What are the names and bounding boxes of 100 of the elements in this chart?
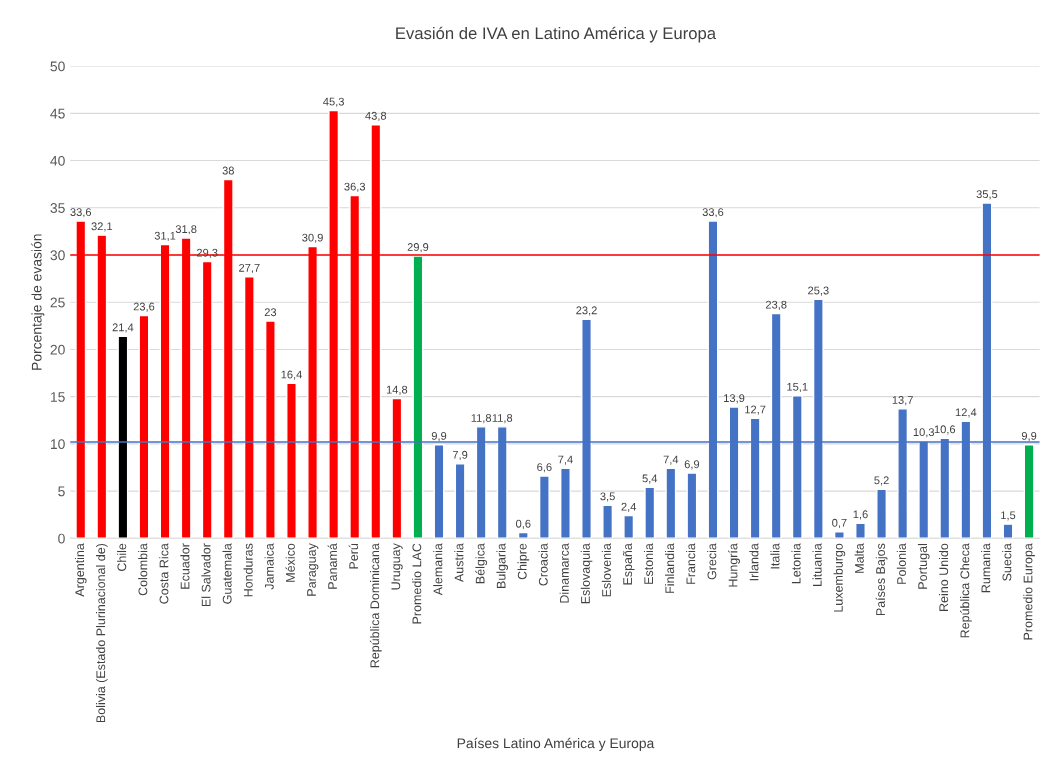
- x-tick-label: Argentina: [74, 543, 87, 597]
- x-tick-label: Alemania: [433, 543, 443, 596]
- data-label: 10,3: [913, 428, 935, 438]
- chart-title: Evasión de IVA en Latino América y Europa: [396, 26, 717, 43]
- y-tick-label: 35: [50, 203, 65, 213]
- data-label: 29,9: [407, 243, 429, 253]
- data-label: 23,2: [576, 306, 597, 316]
- x-tick-label: Guatemala: [222, 543, 232, 604]
- data-label: 12,4: [955, 408, 977, 418]
- x-tick-label: Uruguay: [391, 543, 403, 590]
- data-label: 0,6: [516, 519, 531, 529]
- y-tick-label: 40: [50, 155, 65, 166]
- y-tick-label: 25: [50, 297, 65, 308]
- data-label: 45,3: [323, 97, 344, 107]
- data-label: 11,8: [471, 414, 492, 424]
- y-tick-label: 45: [50, 108, 65, 119]
- x-tick-label: Panamá: [327, 543, 337, 589]
- data-label: 14,8: [386, 385, 408, 395]
- data-label: 1,6: [853, 510, 868, 520]
- data-label: 5,4: [642, 474, 658, 484]
- data-label: 16,4: [281, 370, 302, 380]
- data-label: 23: [264, 308, 277, 317]
- data-label: 36,3: [344, 182, 366, 192]
- x-tick-label: Honduras: [243, 543, 253, 597]
- data-label: 33,6: [70, 208, 92, 218]
- x-tick-label: Colombia: [138, 543, 148, 596]
- data-label: 32,1: [91, 222, 113, 232]
- x-tick-label: República Checa: [959, 543, 972, 638]
- data-label: 12,7: [745, 405, 766, 415]
- x-tick-label: Chipre: [517, 543, 530, 580]
- x-tick-label: Ecuador: [180, 543, 190, 589]
- x-tick-label: Hungría: [728, 543, 740, 587]
- x-tick-label: Bélgica: [475, 543, 488, 584]
- y-axis-title: Porcentaje de evasión: [31, 234, 45, 370]
- x-tick-label: Chile: [117, 543, 127, 572]
- x-tick-label: Países Bajos: [875, 543, 888, 616]
- x-tick-label: Eslovenia: [601, 543, 611, 597]
- x-tick-label: Costa Rica: [159, 543, 169, 604]
- data-label: 6,9: [684, 460, 700, 470]
- data-label: 23,8: [765, 300, 787, 310]
- x-tick-label: México: [285, 543, 295, 582]
- data-label: 2,4: [621, 502, 637, 512]
- data-label: 25,3: [808, 286, 829, 296]
- y-tick-label: 0: [58, 533, 65, 544]
- data-label: 15,1: [787, 382, 808, 393]
- data-label: 0,7: [832, 518, 847, 529]
- data-label: 13,9: [724, 394, 745, 404]
- x-tick-label: Jamaica: [264, 543, 274, 590]
- x-tick-label: Bulgaria: [496, 543, 509, 588]
- x-tick-label: Finlandia: [665, 543, 675, 593]
- x-tick-label: Promedio Europa: [1023, 543, 1035, 640]
- data-label: 5,2: [874, 476, 889, 486]
- x-tick-label: España: [622, 543, 635, 585]
- x-tick-label: Rumania: [981, 543, 991, 593]
- x-tick-label: Suecia: [1002, 543, 1012, 581]
- x-tick-label: El Salvador: [201, 543, 211, 607]
- data-label: 31,1: [154, 231, 176, 241]
- y-tick-label: 15: [50, 392, 65, 402]
- data-label: 43,8: [365, 111, 387, 122]
- data-label: 9,9: [431, 431, 447, 442]
- data-label: 21,4: [112, 323, 134, 333]
- data-label: 33,6: [702, 208, 724, 218]
- x-tick-label: Irlanda: [749, 543, 759, 581]
- x-tick-label: Estonia: [643, 543, 654, 584]
- data-label: 3,5: [600, 492, 615, 502]
- x-tick-label: Eslovaquia: [580, 543, 593, 604]
- data-label: 7,4: [558, 455, 573, 465]
- x-tick-label: Letonia: [791, 543, 801, 584]
- data-label: 13,7: [892, 396, 913, 406]
- x-tick-label: República Dominicana: [369, 543, 382, 668]
- data-label: 11,8: [492, 414, 513, 424]
- x-tick-label: Francia: [686, 543, 696, 584]
- data-label: 23,6: [133, 302, 155, 312]
- x-tick-label: Austria: [454, 543, 464, 583]
- x-tick-label: Perú: [348, 543, 359, 569]
- x-tick-label: Lituania: [812, 543, 822, 586]
- x-tick-label: Italia: [770, 543, 780, 569]
- data-label: 7,4: [663, 455, 679, 465]
- y-tick-label: 10: [50, 439, 65, 450]
- data-label: 1,5: [1001, 511, 1016, 521]
- data-label: 30,9: [302, 233, 323, 243]
- x-tick-label: Bolivia (Estado Plurinacional de): [96, 543, 108, 723]
- y-tick-label: 50: [50, 61, 65, 72]
- data-label: 35,5: [976, 190, 998, 200]
- x-tick-label: Malta: [854, 543, 864, 573]
- data-label: 38: [222, 166, 234, 175]
- x-tick-label: Reino Unido: [938, 543, 949, 611]
- x-axis-title: Países Latino América y Europa: [457, 737, 655, 751]
- x-tick-label: Croacia: [538, 543, 548, 586]
- x-tick-label: Luxemburgo: [833, 543, 846, 612]
- x-tick-label: Paraguay: [307, 543, 319, 596]
- data-label: 9,9: [1021, 431, 1037, 442]
- data-label: 31,8: [175, 225, 197, 235]
- data-label: 7,9: [452, 450, 468, 461]
- data-label: 10,6: [934, 425, 956, 435]
- x-tick-label: Promedio LAC: [412, 543, 422, 624]
- x-tick-label: Dinamarca: [559, 543, 569, 603]
- x-tick-label: Polonia: [896, 543, 906, 584]
- x-tick-label: Portugal: [917, 543, 930, 589]
- y-tick-label: 20: [50, 344, 65, 355]
